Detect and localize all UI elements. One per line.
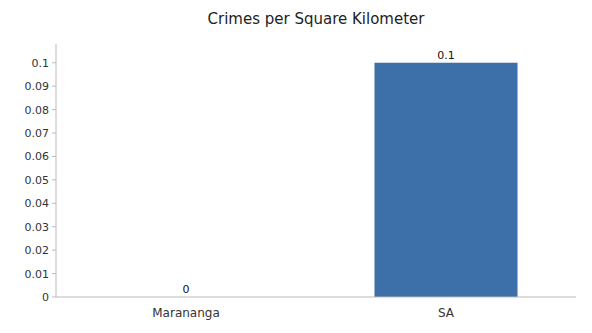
y-tick-label: 0.01: [25, 268, 50, 281]
y-tick: [52, 250, 56, 251]
y-tick-label: 0.07: [25, 127, 50, 140]
x-tick-label: Marananga: [152, 306, 220, 320]
y-tick-label: 0.04: [25, 197, 50, 210]
y-tick-label: 0.05: [25, 174, 50, 187]
data-labels: 00.1: [183, 49, 455, 296]
data-label: 0: [183, 283, 190, 296]
y-axis: 0 0.01 0.02 0.03 0.04 0.05 0.06 0.07 0.08 0.09 0.1: [25, 44, 57, 304]
y-tick: [52, 203, 56, 204]
y-axis-line: [56, 44, 57, 297]
y-tick: [52, 226, 56, 227]
y-tick: [52, 273, 56, 274]
y-tick: [52, 109, 56, 110]
x-axis: Marananga SA: [56, 297, 576, 320]
y-tick: [52, 297, 56, 298]
data-label: 0.1: [437, 49, 455, 62]
y-tick: [52, 133, 56, 134]
chart-svg: Crimes per Square Kilometer 0 0.01 0.02 0.03…: [0, 0, 592, 333]
y-tick-label: 0.1: [32, 57, 50, 70]
title: Crimes per Square Kilometer: [208, 10, 426, 28]
y-tick-label: 0.06: [25, 150, 50, 163]
y-tick: [52, 86, 56, 87]
chart-container: Crimes per Square Kilometer 0 0.01 0.02 0.03…: [0, 0, 592, 333]
y-tick: [52, 179, 56, 180]
y-tick-label: 0.08: [25, 104, 50, 117]
bars: [375, 63, 518, 297]
y-tick-label: 0.03: [25, 221, 50, 234]
y-tick-label: 0: [42, 291, 49, 304]
y-tick-label: 0.09: [25, 80, 50, 93]
y-tick: [52, 156, 56, 157]
x-tick-label: SA: [438, 306, 455, 320]
y-tick: [52, 62, 56, 63]
y-tick-label: 0.02: [25, 244, 50, 257]
bar: [375, 63, 518, 297]
x-axis-line: [56, 297, 576, 298]
